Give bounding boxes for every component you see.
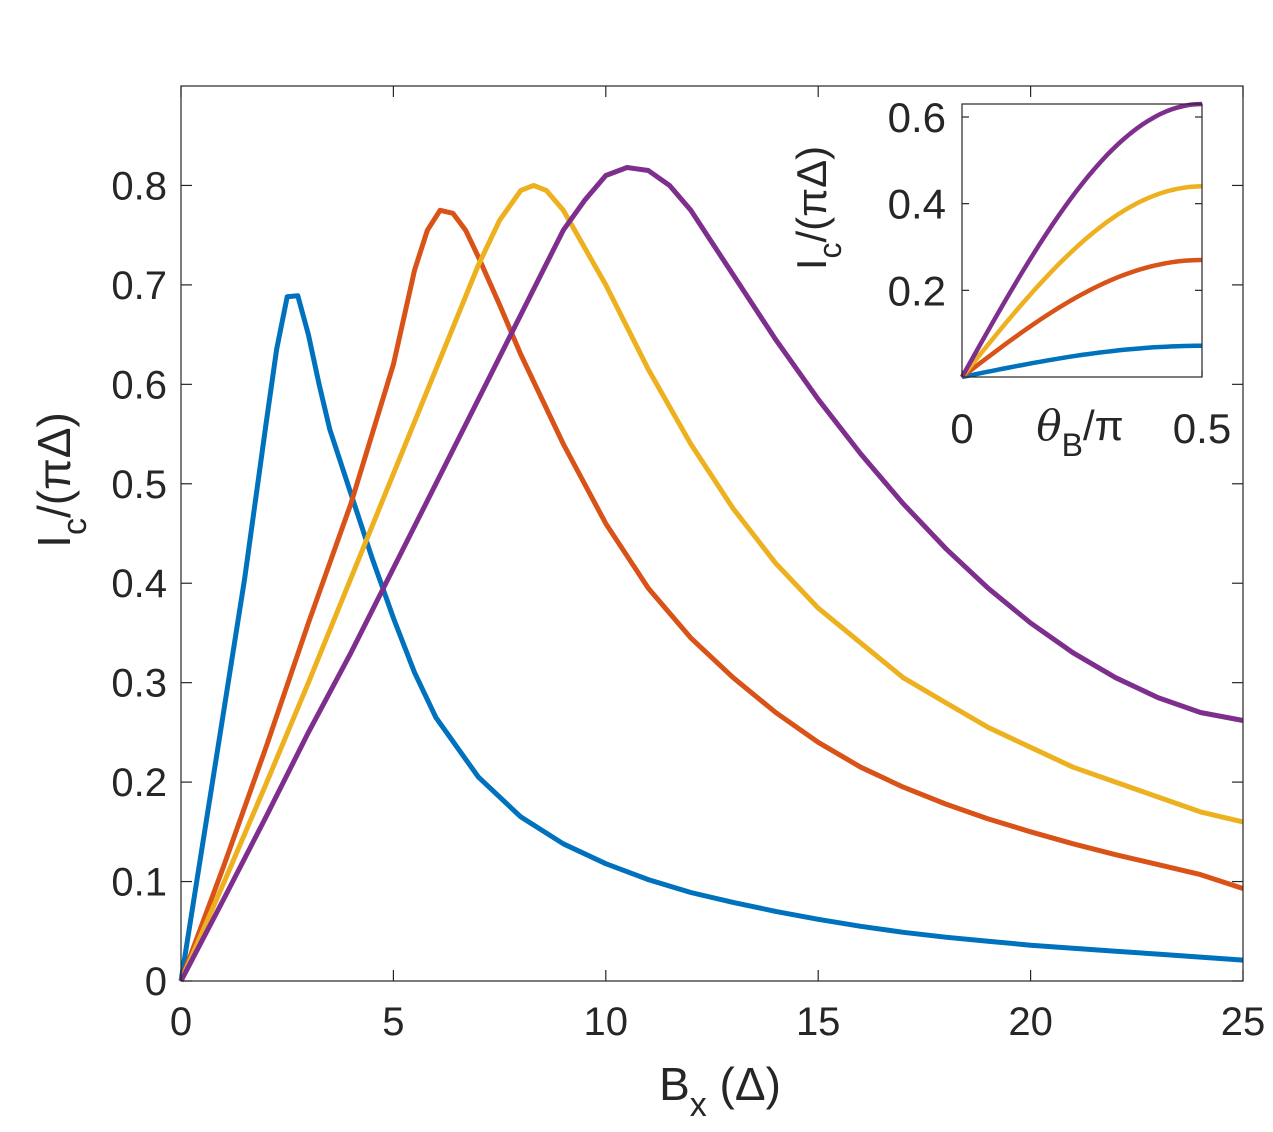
main-y-tick-label: 0.5 bbox=[111, 463, 167, 507]
main-y-label-rest: /(πΔ) bbox=[28, 412, 80, 518]
inset-series-line-2 bbox=[960, 257, 1203, 379]
inset-y-tick-label: 0.2 bbox=[888, 267, 946, 314]
inset-x-tick-label: 0 bbox=[950, 405, 973, 452]
inset-x-label-rest: /π bbox=[1083, 402, 1124, 449]
inset-y-tick-label: 0.6 bbox=[888, 94, 946, 141]
main-y-tick-label: 0.8 bbox=[111, 164, 167, 208]
main-x-tick-label: 25 bbox=[1221, 1000, 1266, 1044]
main-y-axis-label: Ic/(πΔ) bbox=[28, 412, 94, 548]
main-series-line-2 bbox=[178, 207, 1244, 982]
inset-y-tick-label: 0.4 bbox=[888, 181, 946, 228]
main-x-label-main: B bbox=[659, 1058, 690, 1110]
inset-plot-frame bbox=[961, 103, 1203, 378]
inset-y-label-rest: /(πΔ) bbox=[788, 146, 835, 243]
main-y-tick-label: 0.1 bbox=[111, 861, 167, 905]
inset-series-group bbox=[960, 101, 1203, 380]
main-x-axis-label: Bx (Δ) bbox=[659, 1058, 781, 1124]
main-x-tick-label: 10 bbox=[584, 1000, 629, 1044]
main-y-ticks: 0 0.1 0.2 0.3 0.4 0.5 0.6 0.7 0.8 bbox=[111, 164, 1243, 1004]
main-y-tick-label: 0.6 bbox=[111, 363, 167, 407]
inset-series-line-4 bbox=[960, 101, 1203, 379]
inset-y-label-main: I bbox=[788, 259, 835, 271]
main-x-tick-label: 0 bbox=[170, 1000, 192, 1044]
inset-y-ticks: 0.2 0.4 0.6 bbox=[888, 94, 1202, 314]
main-y-label-sub: c bbox=[56, 518, 94, 535]
main-x-ticks: 0 5 10 15 20 25 bbox=[170, 86, 1265, 1044]
inset-x-label-main: θ bbox=[1036, 401, 1061, 450]
inset-series-line-1 bbox=[961, 343, 1202, 380]
main-y-tick-label: 0 bbox=[145, 960, 167, 1004]
inset-series-line-3 bbox=[960, 184, 1203, 379]
main-x-tick-label: 5 bbox=[382, 1000, 404, 1044]
main-series-line-1 bbox=[178, 293, 1244, 982]
inset-y-label-sub: c bbox=[812, 243, 848, 259]
main-y-tick-label: 0.2 bbox=[111, 761, 167, 805]
inset-x-tick-label: 0.5 bbox=[1173, 405, 1231, 452]
main-x-tick-label: 20 bbox=[1008, 1000, 1053, 1044]
inset-chart: 0 0.5 0.20.40.6 θB/π Ic/(πΔ) bbox=[788, 94, 1231, 463]
main-y-tick-label: 0.3 bbox=[111, 662, 167, 706]
main-x-tick-label: 15 bbox=[796, 1000, 841, 1044]
inset-x-label-sub: B bbox=[1062, 427, 1083, 463]
main-y-tick-label: 0.7 bbox=[111, 264, 167, 308]
main-series-line-3 bbox=[178, 182, 1244, 982]
main-series-line-4 bbox=[178, 165, 1244, 983]
main-x-label-sub: x bbox=[690, 1086, 707, 1124]
inset-x-ticks: 0 0.5 bbox=[950, 370, 1231, 452]
main-x-label-rest: (Δ) bbox=[707, 1058, 781, 1110]
inset-x-axis-label: θB/π bbox=[1036, 401, 1123, 463]
main-plot-frame bbox=[180, 85, 1244, 982]
main-y-label-main: I bbox=[28, 535, 80, 548]
main-y-tick-label: 0.4 bbox=[111, 562, 167, 606]
main-chart: 0 5 10 15 20 25 0 0.1 0.2 0.3 0.4 0.5 0.6 0.7 0.8 Bx … bbox=[28, 85, 1265, 1124]
main-series-group bbox=[178, 165, 1244, 983]
inset-y-axis-label: Ic/(πΔ) bbox=[788, 146, 848, 270]
